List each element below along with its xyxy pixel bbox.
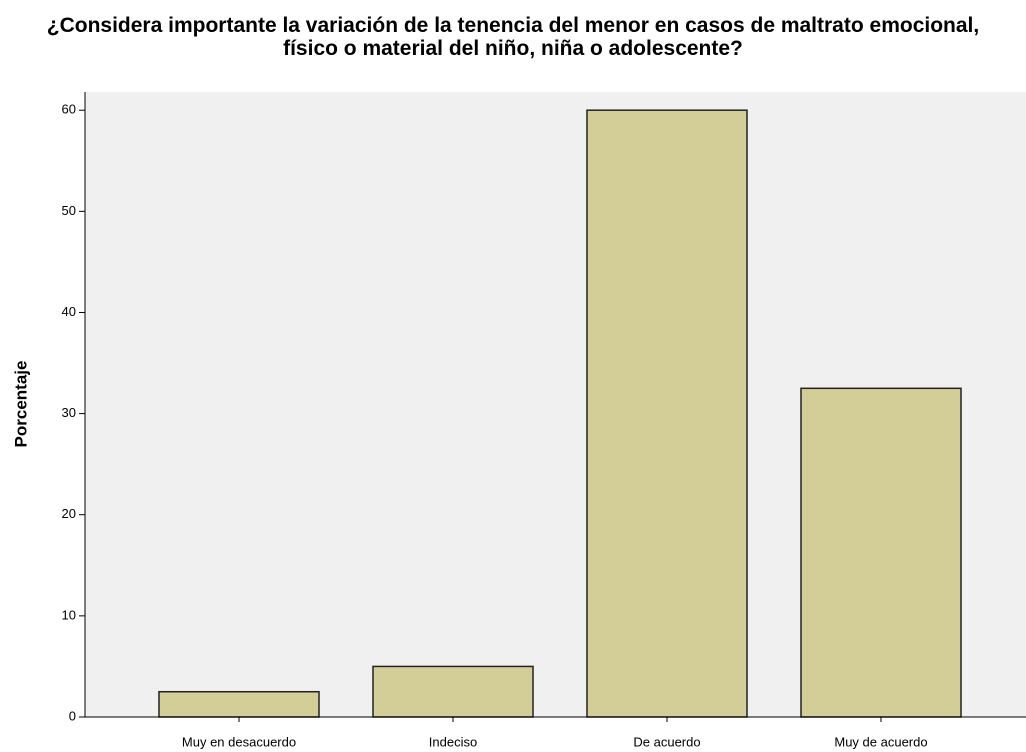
x-tick-label: Muy de acuerdo	[834, 734, 927, 749]
bar	[372, 665, 534, 718]
bar	[158, 690, 320, 718]
y-tick-label: 60	[62, 102, 76, 117]
x-tick-label: Indeciso	[429, 734, 477, 749]
bar	[586, 109, 748, 718]
bar	[800, 387, 962, 718]
y-tick-label: 0	[69, 708, 76, 723]
chart-title: ¿Considera importante la variación de la…	[46, 14, 980, 60]
x-tick-label: Muy en desacuerdo	[182, 734, 296, 749]
x-tick-label: De acuerdo	[633, 734, 700, 749]
y-axis-label: Porcentaje	[11, 361, 30, 448]
y-tick-label: 20	[62, 506, 76, 521]
y-tick-label: 50	[62, 203, 76, 218]
y-tick-label: 10	[62, 607, 76, 622]
y-tick-label: 40	[62, 304, 76, 319]
y-tick-label: 30	[62, 405, 76, 420]
